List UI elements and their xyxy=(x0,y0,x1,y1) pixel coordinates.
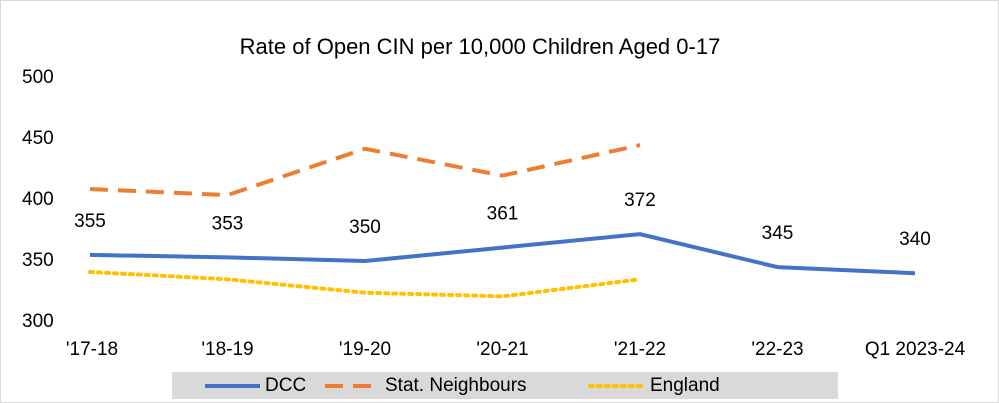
legend-background xyxy=(172,372,838,399)
x-tick-label: '21-22 xyxy=(614,339,666,360)
y-tick-label: 300 xyxy=(22,311,54,332)
data-label: 350 xyxy=(349,217,381,238)
x-tick-label: '17-18 xyxy=(66,339,118,360)
x-tick-label: '20-21 xyxy=(476,339,528,360)
chart-title: Rate of Open CIN per 10,000 Children Age… xyxy=(240,34,721,59)
legend-label: England xyxy=(650,375,720,396)
y-tick-label: 400 xyxy=(22,189,54,210)
data-label: 355 xyxy=(74,211,106,232)
y-tick-label: 350 xyxy=(22,250,54,271)
legend-label: DCC xyxy=(265,375,306,396)
legend-label: Stat. Neighbours xyxy=(385,375,527,396)
line-solid xyxy=(89,232,916,276)
data-label: 372 xyxy=(624,190,656,211)
data-label: 345 xyxy=(762,223,794,244)
data-label: 361 xyxy=(487,204,519,225)
data-label: 353 xyxy=(212,213,244,234)
data-label: 340 xyxy=(899,229,931,250)
x-tick-label: Q1 2023-24 xyxy=(865,339,966,360)
x-tick-label: '19-20 xyxy=(339,339,391,360)
x-tick-label: '18-19 xyxy=(201,339,253,360)
line-dashed xyxy=(89,143,641,198)
y-tick-label: 450 xyxy=(22,128,54,149)
x-tick-label: '22-23 xyxy=(751,339,803,360)
y-tick-label: 500 xyxy=(22,67,54,88)
line-dotted xyxy=(88,269,642,299)
